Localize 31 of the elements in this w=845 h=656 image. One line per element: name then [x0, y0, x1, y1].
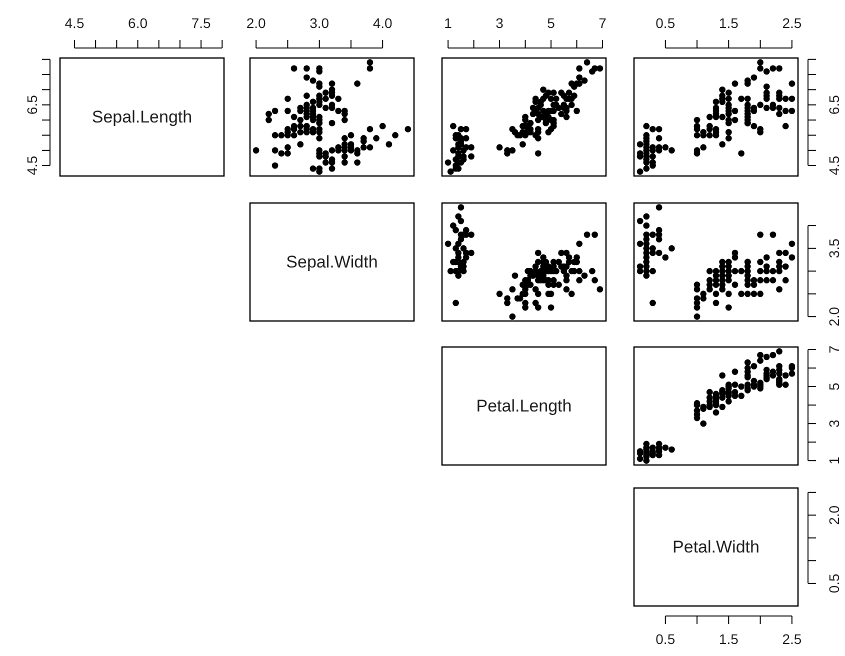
y-tick-label: 4.5 [826, 156, 842, 176]
x-tick-label: 0.5 [656, 631, 676, 647]
x-tick-label: 1.5 [718, 631, 739, 647]
x-tick-label: 2.5 [782, 15, 802, 31]
y-tick-label: 3.5 [826, 238, 842, 258]
y-tick-label: 0.5 [826, 573, 842, 594]
x-tick-label: 7.5 [191, 15, 211, 31]
x-tick-label: 4.5 [64, 15, 84, 31]
text: Sepal.Length [92, 108, 192, 126]
text: Petal.Width [672, 538, 760, 556]
x-tick-label: 1.5 [718, 15, 739, 31]
y-tick-label: 2.0 [826, 505, 842, 525]
text: Petal.Length [476, 396, 572, 416]
y-tick-label: 6.5 [826, 94, 842, 115]
x-tick-label: 6.0 [128, 15, 148, 31]
x-tick-label: 4.0 [372, 15, 393, 31]
x-tick-label: 7 [598, 15, 607, 31]
text: Sepal.Width [286, 252, 378, 272]
y-tick-label: 3 [826, 419, 842, 428]
y-tick-label: 1 [826, 456, 842, 465]
x-tick-label: 1 [444, 15, 452, 31]
x-tick-label: 3 [496, 15, 504, 31]
x-tick-label: 2.0 [246, 15, 266, 31]
y-tick-label: 7 [826, 345, 842, 354]
y-tick-label: 5 [826, 382, 842, 390]
y-tick-label: 6.5 [24, 94, 40, 115]
x-tick-label: 3.0 [310, 15, 330, 31]
y-tick-label: 2.0 [826, 306, 842, 326]
x-tick-label: 5 [547, 15, 556, 31]
x-tick-label: 0.5 [656, 15, 676, 31]
x-tick-label: 2.5 [782, 631, 802, 647]
